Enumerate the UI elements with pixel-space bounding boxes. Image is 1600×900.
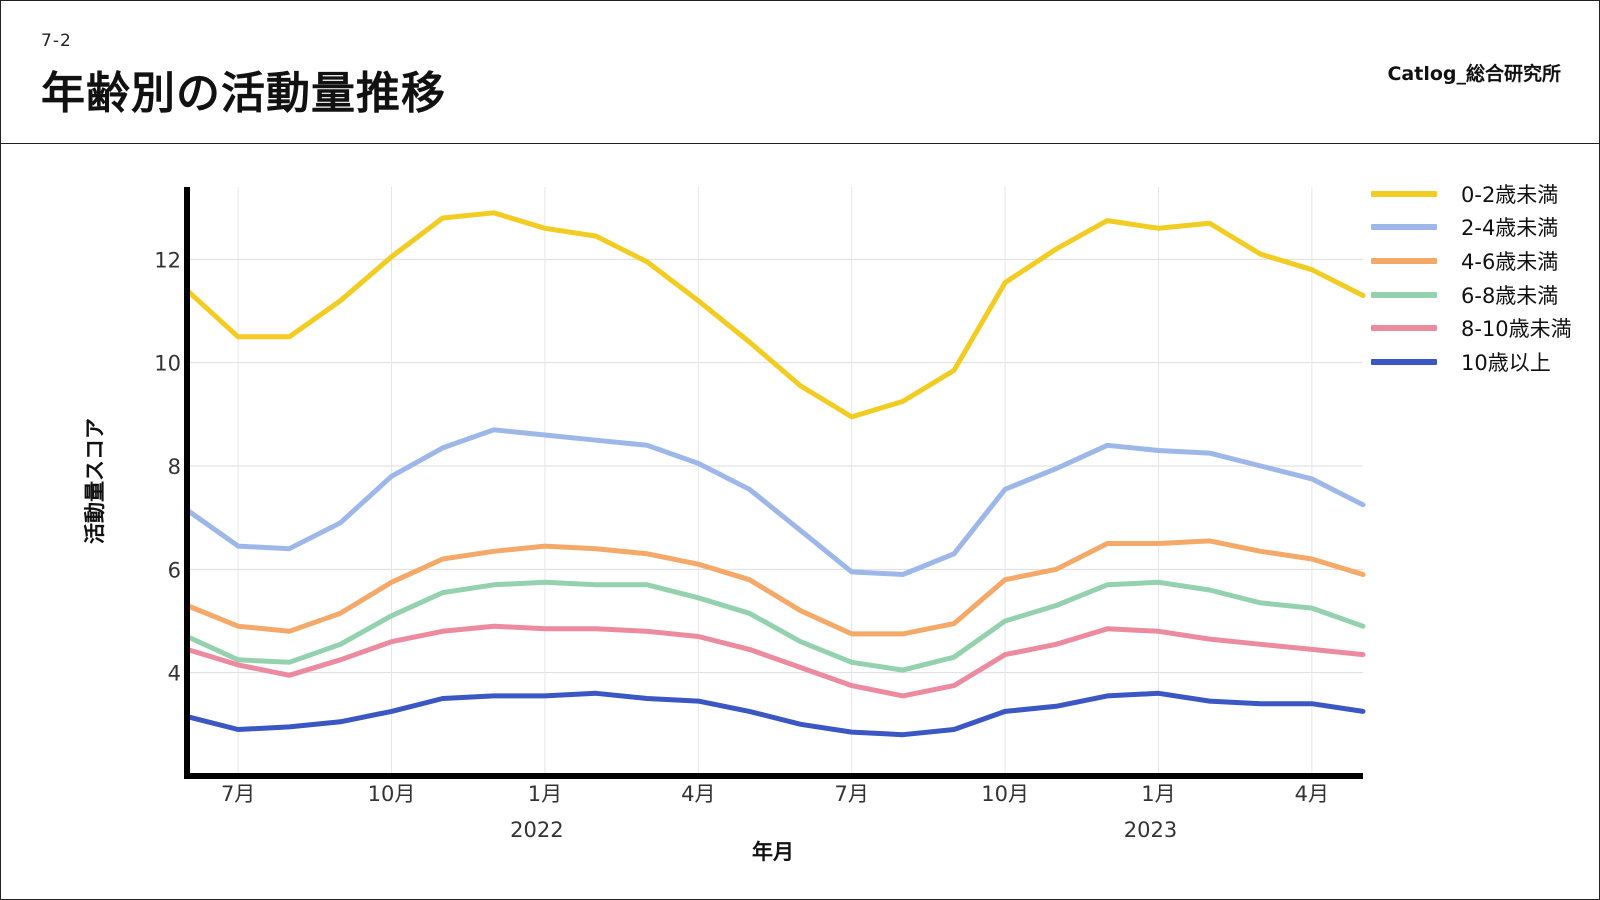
legend-swatch — [1371, 325, 1437, 332]
x-tick-label: 10月 — [981, 782, 1029, 806]
series-line-3 — [184, 538, 1366, 637]
legend-label: 8-10歳未満 — [1461, 317, 1572, 342]
y-tick-label: 8 — [168, 455, 181, 479]
legend-label: 4-6歳未満 — [1461, 249, 1559, 274]
chart-legend: 0-2歳未満 2-4歳未満 4-6歳未満 6-8歳未満 8-10歳未満 10歳以上 — [1371, 177, 1572, 379]
series-line-4 — [184, 579, 1366, 673]
x-year-label: 2022 — [510, 818, 563, 842]
legend-swatch — [1371, 257, 1437, 264]
x-tick-label: 7月 — [835, 782, 869, 806]
legend-swatch — [1371, 291, 1437, 298]
brand-logo: Catlog_総合研究所 — [1387, 63, 1561, 85]
legend-label: 6-8歳未満 — [1461, 283, 1559, 308]
series-line-6 — [184, 690, 1366, 738]
y-tick-label: 6 — [168, 558, 181, 582]
y-tick-label: 4 — [168, 662, 181, 686]
x-tick-label: 7月 — [221, 782, 255, 806]
x-tick-label: 4月 — [1295, 782, 1329, 806]
page-title: 年齢別の活動量推移 — [41, 68, 446, 119]
legend-item: 2-4歳未満 — [1371, 211, 1572, 245]
legend-label: 0-2歳未満 — [1461, 182, 1559, 207]
section-number: 7-2 — [41, 31, 72, 51]
legend-item: 10歳以上 — [1371, 345, 1572, 379]
legend-item: 0-2歳未満 — [1371, 177, 1572, 211]
chart-axes — [184, 187, 1363, 779]
x-tick-label: 10月 — [368, 782, 416, 806]
x-tick-label: 1月 — [1141, 782, 1175, 806]
chart-series — [184, 210, 1366, 738]
series-line-1 — [184, 210, 1366, 420]
legend-swatch — [1371, 224, 1437, 231]
x-axis-title: 年月 — [752, 840, 794, 864]
x-tick-label: 4月 — [681, 782, 715, 806]
legend-label: 10歳以上 — [1461, 350, 1551, 375]
chart-labels: 4 6 8 10 12 7月 10月 1月 4月 7月 10月 1月 4月 2022 2023 年月 活動量スコ… — [83, 248, 1329, 864]
y-tick-label: 10 — [154, 352, 181, 376]
x-tick-label: 1月 — [528, 782, 562, 806]
legend-item: 4-6歳未満 — [1371, 244, 1572, 278]
y-tick-label: 12 — [154, 248, 181, 272]
y-axis-title: 活動量スコア — [83, 418, 107, 544]
legend-item: 6-8歳未満 — [1371, 278, 1572, 312]
line-chart: 4 6 8 10 12 7月 10月 1月 4月 7月 10月 1月 4月 2022 2023 年月 活動量スコ… — [83, 187, 1366, 864]
slide-header: 7-2 年齢別の活動量推移 Catlog_総合研究所 — [1, 1, 1599, 144]
legend-item: 8-10歳未満 — [1371, 311, 1572, 345]
legend-swatch — [1371, 190, 1437, 197]
x-year-label: 2023 — [1124, 818, 1177, 842]
series-line-5 — [184, 623, 1366, 699]
legend-label: 2-4歳未満 — [1461, 216, 1559, 241]
series-line-2 — [184, 427, 1366, 577]
legend-swatch — [1371, 358, 1437, 365]
chart-grid — [187, 187, 1363, 776]
